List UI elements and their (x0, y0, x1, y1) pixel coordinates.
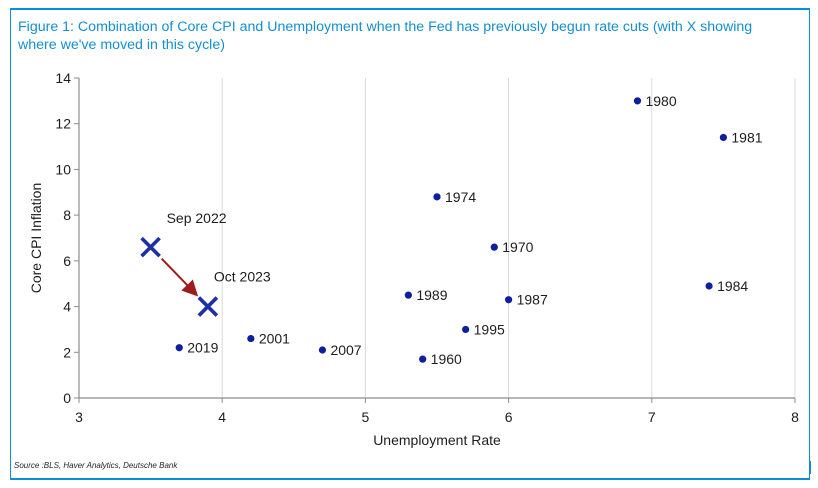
y-tick-label-0: 0 (63, 390, 71, 406)
data-label-1995: 1995 (474, 321, 505, 337)
y-tick-label-6: 6 (63, 253, 71, 269)
x-tick-label-8: 8 (791, 409, 799, 425)
data-point-1960 (419, 355, 427, 363)
data-label-2019: 2019 (187, 340, 218, 356)
data-label-1960: 1960 (431, 351, 462, 367)
data-point-1995 (462, 325, 470, 334)
data-point-1980 (633, 97, 642, 105)
source-note: Source :BLS, Haver Analytics, Deutsche B… (14, 461, 178, 470)
data-point-1970 (490, 243, 498, 251)
data-label-2007: 2007 (330, 342, 361, 358)
data-label-1989: 1989 (416, 287, 447, 303)
y-tick-label-8: 8 (63, 207, 71, 223)
data-point-1974 (433, 193, 441, 201)
current-marker-oct-2023 (197, 296, 219, 317)
x-tick-label-7: 7 (648, 409, 656, 425)
grid-layer (221, 78, 796, 398)
current-label-sep-2022: Sep 2022 (167, 210, 227, 226)
data-label-1981: 1981 (731, 129, 762, 145)
data-point-2019 (175, 344, 183, 352)
current-marker-sep-2022 (140, 236, 161, 258)
data-label-1974: 1974 (445, 189, 476, 205)
x-axis-title: Unemployment Rate (373, 432, 501, 448)
scatter-chart: 0 2 4 6 8 10 12 14 3 4 5 6 7 8 Unemployment Rate Core C… (28, 70, 799, 448)
data-label-1984: 1984 (717, 278, 748, 294)
y-tick-label-2: 2 (63, 344, 71, 360)
data-point-1987 (505, 296, 513, 304)
data-point-1989 (404, 291, 412, 299)
data-point-1984 (705, 282, 713, 290)
data-label-1987: 1987 (517, 292, 548, 308)
x-marker-stroke-b (140, 236, 161, 258)
movement-arrow (160, 257, 199, 297)
y-tick-label-4: 4 (63, 299, 71, 315)
data-point-1981 (719, 133, 728, 142)
x-tick-label-3: 3 (75, 409, 83, 425)
figure-frame: Figure 1: Combination of Core CPI and Un… (10, 8, 811, 480)
axes-layer: 0 2 4 6 8 10 12 14 3 4 5 6 7 8 Unemployment Rate Core C… (28, 70, 799, 448)
data-label-1980: 1980 (645, 93, 676, 109)
figure-title: Figure 1: Combination of Core CPI and Un… (18, 19, 753, 53)
x-marker-stroke-b (197, 296, 219, 317)
data-label-2001: 2001 (259, 331, 290, 347)
x-tick-label-4: 4 (218, 409, 226, 425)
label-layer: 1960 1970 1974 1980 1981 1984 1987 1989 1995 2001… (167, 93, 763, 367)
data-point-2007 (318, 346, 327, 354)
current-label-oct-2023: Oct 2023 (214, 269, 271, 285)
data-layer (140, 97, 728, 363)
y-tick-label-10: 10 (55, 161, 71, 177)
frame-corner-marker (809, 461, 811, 474)
data-label-1970: 1970 (502, 239, 533, 255)
x-tick-label-6: 6 (505, 409, 513, 425)
y-axis-title: Core CPI Inflation (28, 183, 44, 294)
y-tick-label-14: 14 (55, 70, 71, 86)
y-tick-label-12: 12 (55, 116, 71, 132)
data-point-2001 (247, 334, 255, 343)
x-tick-label-5: 5 (362, 409, 370, 425)
